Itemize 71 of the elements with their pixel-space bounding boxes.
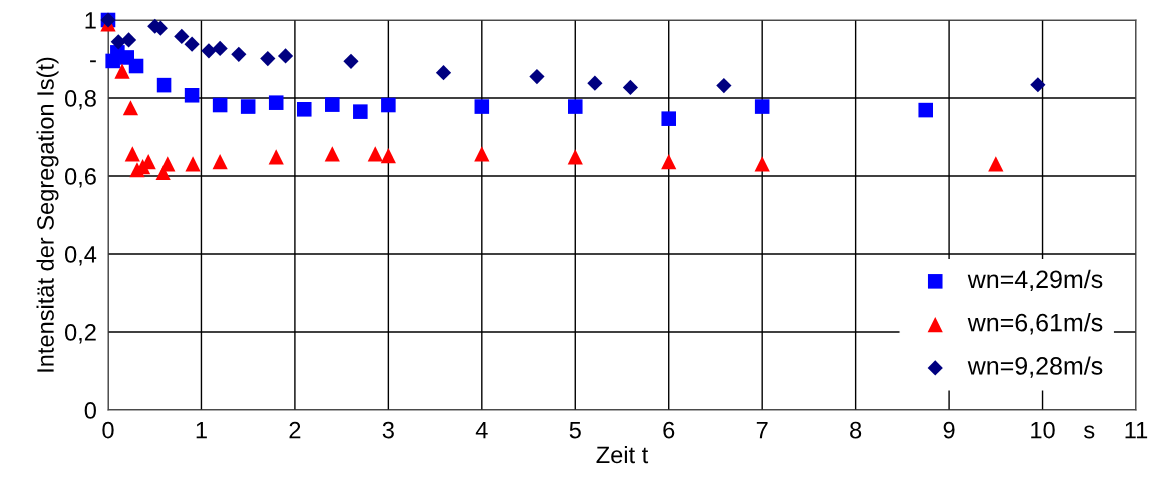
point [381,97,396,113]
legend-label: wn=4,29m/s [967,269,1103,292]
point [120,32,137,48]
point [325,97,340,112]
point [567,149,583,165]
point [380,148,396,164]
point [988,156,1004,172]
point [474,146,490,162]
point [918,102,934,118]
point [296,102,312,117]
point [185,156,201,172]
legend-label: wn=9,28m/s [967,356,1103,378]
x-tick-label: 10 [1031,421,1055,439]
point [231,46,247,62]
point [353,104,368,119]
point [754,99,770,114]
y-tick-label: 0,2 [64,324,96,344]
point [160,156,176,172]
point [268,149,284,165]
y-tick-label: 0,8 [64,90,96,110]
point [343,53,359,69]
point [212,153,228,170]
x-tick-label: 5 [569,421,581,439]
point [174,28,190,44]
y-tick-label: 0 [84,402,96,419]
y-tick-label: 0,6 [64,168,96,188]
point [124,146,140,162]
x-tick-label: 7 [756,421,768,439]
point [474,99,490,114]
y-tick-label: 0,4 [64,246,97,266]
y-tick-label: 1 [85,12,96,29]
point [587,75,603,91]
point [114,63,130,79]
point [661,153,677,170]
x-tick-label: 4 [475,421,488,439]
point [212,97,228,113]
x-tick-label: 2 [289,421,301,439]
point [324,146,340,162]
point [661,111,677,126]
x-tick-label: 8 [850,421,862,439]
point [240,99,256,114]
y-tick-label: - [90,60,96,63]
x-tick-label: 1 [196,421,207,439]
x-tick-label: 0 [102,421,114,439]
point [184,36,200,52]
point [277,48,294,64]
x-tick-label: 9 [943,421,955,439]
point [435,65,452,81]
point [529,68,545,85]
point [122,100,139,116]
point [260,51,276,67]
point [716,77,732,94]
point [567,99,583,114]
point [201,43,217,59]
point [367,146,383,162]
point [622,79,639,96]
point [1030,77,1046,93]
x-tick-label: s [1084,425,1095,439]
point [110,34,126,50]
point [212,40,228,57]
x-axis-title: Zeit t [596,445,649,464]
point [268,95,284,110]
legend-label: wn=6,61m/s [967,313,1103,335]
point [156,77,172,93]
point [754,156,770,172]
point [128,58,144,74]
x-tick-label: 11 [1125,421,1148,439]
point [184,87,200,103]
y-axis-title: Intensität der Segregation Is(t) [36,57,59,372]
x-tick-label: 6 [663,421,675,439]
x-tick-label: 3 [382,421,394,439]
